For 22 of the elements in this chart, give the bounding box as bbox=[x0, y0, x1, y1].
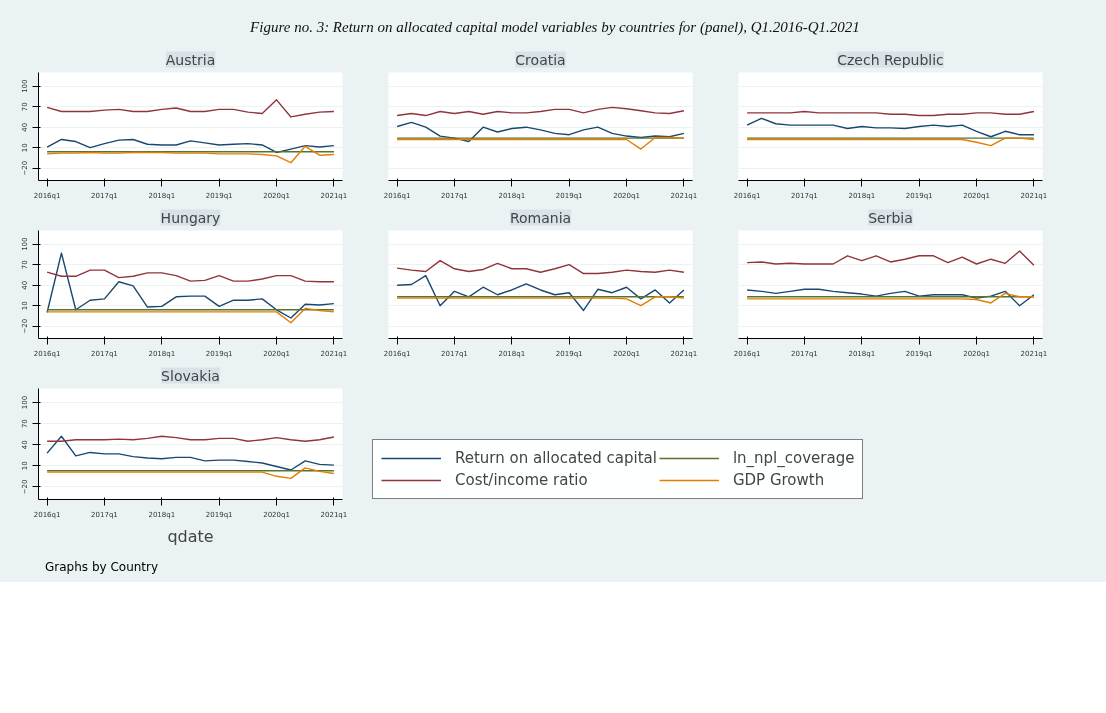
line-series bbox=[46, 435, 335, 471]
legend-label: GDP Growth bbox=[732, 471, 825, 489]
text: Figure no. 3: Return on allocated capital model variables by countries for (panel), Q1.2016-Q1.2021 bbox=[250, 18, 860, 37]
chart-title: Slovakia bbox=[161, 367, 220, 384]
chart-title: Serbia bbox=[868, 209, 913, 226]
chart-title: Hungary bbox=[160, 209, 221, 226]
line-series bbox=[46, 145, 335, 164]
legend-label: Cost/income ratio bbox=[455, 471, 588, 489]
line-series bbox=[46, 99, 335, 118]
legend-label: Return on allocated capital bbox=[455, 449, 657, 467]
line-series bbox=[46, 138, 335, 154]
line-series bbox=[46, 269, 335, 283]
chart-title: Austria bbox=[165, 51, 216, 68]
chart-title: Czech Republic bbox=[837, 51, 944, 68]
x-axis-title: qdate bbox=[167, 526, 214, 546]
text: Graphs by Country bbox=[45, 559, 159, 576]
chart-title: Croatia bbox=[515, 51, 566, 68]
legend-label: ln_npl_coverage bbox=[732, 449, 855, 467]
line-series bbox=[46, 467, 335, 480]
chart-title: Romania bbox=[509, 209, 572, 226]
line-series bbox=[46, 252, 335, 319]
line-series bbox=[46, 307, 335, 324]
